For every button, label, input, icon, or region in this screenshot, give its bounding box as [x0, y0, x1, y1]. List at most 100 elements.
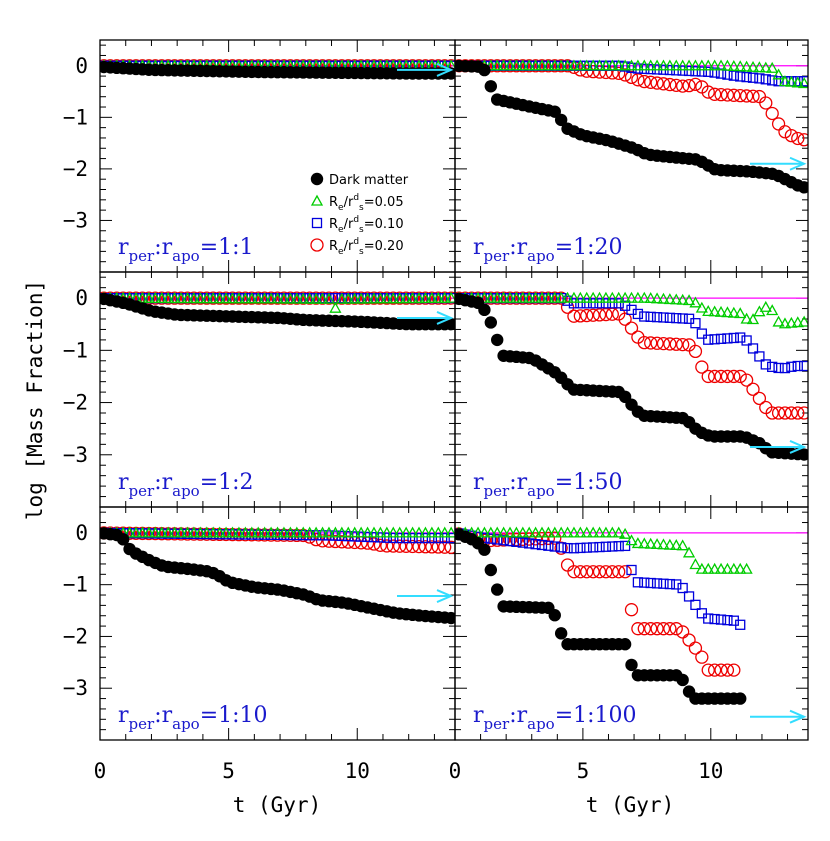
marker-r020: [644, 336, 658, 350]
marker-r010: [696, 608, 707, 619]
marker-r020: [637, 335, 651, 350]
marker-r010: [728, 70, 739, 81]
marker-r020: [637, 622, 651, 636]
legend-label-part: d: [353, 237, 359, 247]
marker-r010: [600, 298, 612, 309]
marker-r020: [341, 535, 355, 549]
y-tick-label: 0: [75, 54, 88, 78]
marker-r020: [567, 309, 581, 323]
marker-r005: [682, 546, 696, 558]
marker-r020: [727, 369, 741, 384]
marker-r020: [784, 128, 799, 143]
panel-label-part: per: [484, 482, 510, 500]
marker-r020: [778, 125, 792, 139]
x-axis-label-left: t (Gyr): [233, 793, 322, 817]
marker-r005: [232, 526, 246, 538]
marker-r005: [387, 526, 400, 538]
marker-r020: [573, 309, 587, 323]
y-tick-label: −2: [63, 157, 88, 181]
marker-r005: [516, 526, 529, 538]
marker-r005: [612, 291, 625, 303]
marker-r020: [624, 603, 639, 617]
marker-r005: [721, 59, 734, 71]
marker-r020: [283, 528, 298, 542]
final-arrow-head: [789, 440, 807, 454]
marker-r020: [714, 369, 728, 384]
marker-r005: [284, 292, 297, 304]
marker-r020: [290, 528, 304, 543]
marker-r020: [714, 663, 728, 677]
marker-r005: [542, 526, 555, 538]
marker-r005: [239, 292, 252, 304]
marker-r010: [530, 539, 541, 550]
marker-r010: [214, 529, 225, 540]
data-p5: [100, 526, 455, 625]
marker-r005: [174, 526, 188, 538]
panel-label: rper:rapo=1:2: [118, 470, 254, 500]
marker-r005: [271, 292, 284, 304]
marker-r005: [380, 526, 393, 538]
panel-label-part: apo: [527, 247, 555, 265]
panel-label-part: =1:20: [555, 235, 623, 260]
marker-r005: [309, 526, 323, 538]
marker-r020: [592, 565, 607, 579]
marker-r020: [701, 369, 715, 384]
marker-r005: [194, 292, 207, 304]
marker-r005: [142, 526, 155, 538]
marker-r020: [752, 391, 767, 406]
marker-r005: [200, 292, 213, 304]
marker-r005: [529, 291, 542, 303]
y-tick-label: −1: [63, 105, 88, 129]
panel-label-part: apo: [527, 482, 555, 500]
legend-label-part: =0.10: [364, 217, 404, 232]
marker-r005: [746, 313, 760, 325]
data-p1: [100, 59, 455, 80]
legend-marker-r005: [310, 194, 324, 206]
marker-r020: [676, 625, 690, 639]
legend-label-part: d: [353, 215, 359, 225]
marker-r020: [386, 539, 400, 553]
marker-r005: [445, 526, 455, 538]
marker-r005: [258, 292, 271, 304]
marker-r005: [200, 526, 213, 538]
legend-label-part: s: [359, 203, 364, 213]
marker-r005: [625, 534, 638, 546]
marker-r005: [644, 291, 657, 303]
panel-label-part: :r: [509, 703, 527, 728]
marker-r020: [380, 539, 394, 553]
marker-r005: [670, 539, 683, 551]
marker-r010: [517, 537, 528, 548]
marker-r005: [491, 59, 504, 71]
marker-r005: [548, 291, 561, 303]
panels-group: rper:rapo=1:1 rper:rapo=1:20rper:rapo=1:2…: [63, 39, 809, 783]
marker-r020: [212, 291, 227, 305]
marker-r005: [252, 526, 265, 538]
y-tick-label: 0: [75, 286, 88, 310]
marker-r005: [631, 291, 644, 303]
marker-r005: [593, 526, 606, 538]
marker-r020: [631, 73, 645, 87]
marker-r005: [297, 292, 310, 304]
marker-r005: [772, 68, 785, 80]
marker-dark_matter: [478, 63, 491, 77]
marker-r005: [785, 75, 798, 87]
marker-r020: [720, 369, 735, 384]
marker-r005: [689, 59, 702, 71]
marker-r005: [438, 526, 451, 538]
marker-r005: [342, 526, 355, 538]
marker-r010: [613, 541, 624, 552]
marker-r005: [497, 291, 510, 303]
marker-r005: [734, 60, 747, 72]
marker-r020: [701, 663, 715, 677]
marker-r010: [492, 534, 503, 545]
marker-r020: [580, 64, 594, 78]
marker-r010: [227, 529, 238, 540]
marker-r010: [388, 532, 399, 544]
marker-r005: [612, 59, 625, 71]
marker-r010: [639, 311, 650, 322]
marker-r005: [219, 292, 233, 304]
marker-r005: [207, 526, 220, 538]
marker-r020: [592, 308, 607, 322]
marker-r020: [650, 622, 664, 636]
marker-r020: [200, 291, 214, 305]
